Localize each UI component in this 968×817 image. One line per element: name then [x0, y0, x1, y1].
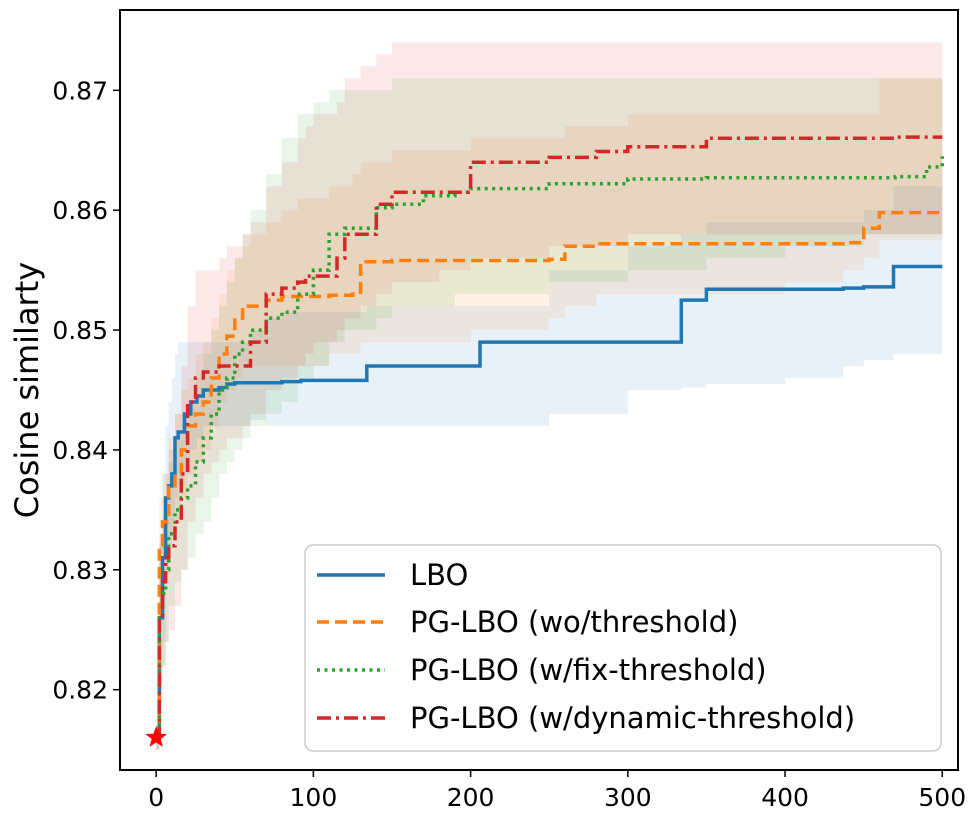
y-tick-label: 0.85 — [52, 316, 108, 345]
series-line-lbo — [156, 264, 943, 740]
series-lines — [156, 135, 945, 740]
legend-label-pg-lbo-wo-threshold: PG-LBO (wo/threshold) — [410, 605, 738, 639]
series-line-pg-lbo-w-dynamic-threshold — [156, 135, 943, 740]
legend: LBO PG-LBO (wo/threshold) PG-LBO (w/fix-th… — [304, 544, 942, 752]
band-pg-lbo-w-dynamic-threshold — [156, 42, 943, 750]
y-axis-title: Cosine similarty — [8, 262, 46, 518]
x-tick-label: 0 — [148, 783, 164, 812]
band-pg-lbo-wo-threshold — [156, 66, 943, 750]
band-pg-lbo-w-fix-threshold — [156, 78, 943, 750]
x-tick-label: 300 — [604, 783, 652, 812]
start-marker-group — [145, 726, 168, 747]
y-tick-label: 0.86 — [52, 196, 108, 225]
legend-label-lbo: LBO — [410, 558, 468, 592]
legend-label-pg-lbo-w-dynamic-threshold: PG-LBO (w/dynamic-threshold) — [410, 701, 855, 735]
x-tick-label: 100 — [290, 783, 338, 812]
y-tick-label: 0.87 — [52, 76, 108, 105]
start-marker-star — [145, 726, 168, 747]
confidence-bands — [156, 42, 943, 750]
x-tick-label: 500 — [918, 783, 966, 812]
band-lbo — [156, 186, 943, 750]
x-tick-label: 200 — [447, 783, 495, 812]
x-axis-ticks: 0 100 200 300 400 500 — [148, 770, 966, 812]
x-tick-label: 400 — [761, 783, 809, 812]
legend-label-pg-lbo-w-fix-threshold: PG-LBO (w/fix-threshold) — [410, 653, 767, 687]
y-tick-label: 0.83 — [52, 556, 108, 585]
y-axis-ticks: 0.82 0.83 0.84 0.85 0.86 0.87 — [52, 76, 120, 705]
y-tick-label: 0.84 — [52, 436, 108, 465]
y-tick-label: 0.82 — [52, 676, 108, 705]
plot-frame — [119, 9, 959, 771]
legend-box — [304, 544, 942, 752]
